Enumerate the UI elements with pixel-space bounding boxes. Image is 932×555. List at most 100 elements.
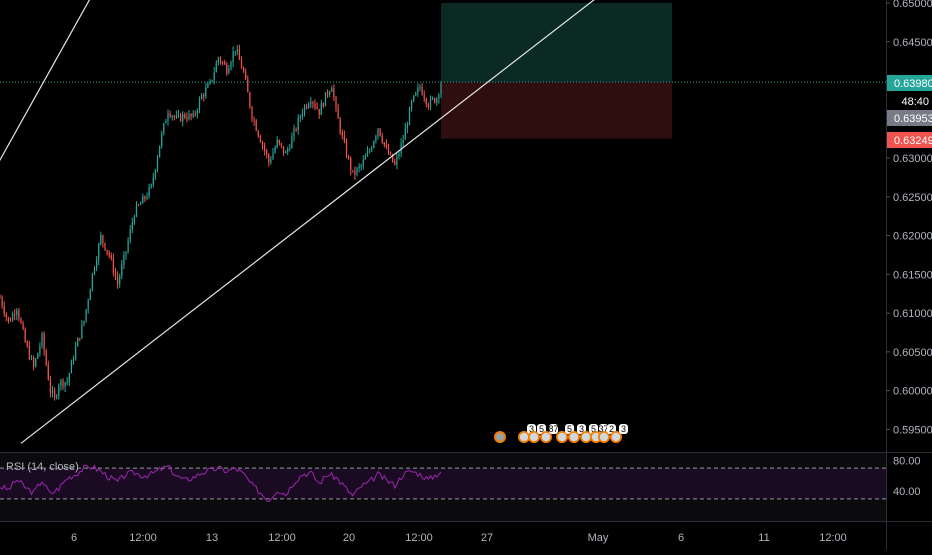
candle-body [135, 204, 138, 217]
candle-body [240, 59, 243, 69]
candle-body [22, 323, 24, 330]
candle-body [360, 165, 362, 167]
long-position-tool[interactable] [0, 3, 886, 139]
candle-body [133, 216, 136, 223]
candle-body [247, 79, 249, 93]
candle-body [320, 103, 322, 115]
candle-body [266, 150, 268, 155]
candle-body [345, 142, 348, 157]
rsi-line [0, 464, 442, 503]
candle-body [249, 92, 251, 108]
candle-body [295, 128, 297, 130]
candle-body [287, 148, 289, 153]
channel-upper-line[interactable] [0, 0, 105, 220]
candle-body [305, 106, 308, 108]
price-tick-label: 0.64500 [893, 37, 932, 49]
take-profit-zone[interactable] [441, 3, 672, 83]
candle-body [148, 187, 150, 197]
candle-body [140, 203, 142, 205]
candle-body [123, 254, 125, 265]
candle-body [236, 49, 238, 52]
candle-body [45, 351, 47, 365]
candle-body [398, 153, 400, 157]
candle-body [89, 289, 91, 301]
time-tick-label: 6 [678, 532, 684, 544]
candle-body [421, 86, 423, 95]
candle-body [224, 62, 226, 65]
stop-loss-zone[interactable] [441, 82, 672, 139]
candle-body [14, 314, 16, 316]
price-label-text: 0.63953 [894, 113, 932, 125]
candle-body [108, 252, 110, 256]
candle-body [371, 147, 373, 151]
price-label-tag [887, 110, 932, 126]
price-labels: 0.63980 48:40 0.63953 0.63249 [887, 75, 932, 148]
candle-body [60, 380, 62, 386]
trend-channel[interactable] [0, 0, 630, 444]
candle-body [175, 115, 178, 118]
event-count-badge [619, 424, 628, 434]
candle-body [16, 310, 18, 315]
candle-body [413, 95, 415, 102]
time-tick-label: 12:00 [819, 532, 847, 544]
candle-body [112, 258, 115, 273]
price-tick-label: 0.61000 [893, 308, 932, 320]
rsi-indicator-title[interactable]: RSI (14, close) [6, 461, 79, 473]
candle-body [284, 152, 287, 154]
candle-body [70, 360, 73, 374]
candle-body [379, 128, 381, 136]
candle-body [192, 113, 194, 117]
rsi-pane [0, 464, 886, 503]
economic-event-flag-icon [569, 432, 579, 442]
candle-body [423, 94, 425, 99]
candle-body [366, 151, 369, 157]
candle-body [245, 71, 247, 80]
candle-body [415, 92, 417, 96]
candle-body [289, 148, 291, 150]
candle-body [179, 114, 182, 122]
candle-body [440, 83, 442, 95]
candle-body [85, 309, 87, 321]
candle-body [387, 147, 390, 155]
candle-body [49, 379, 52, 393]
candle-body [79, 338, 81, 340]
candle-body [203, 95, 205, 97]
candle-body [335, 97, 337, 108]
candle-body [278, 139, 280, 144]
candle-body [291, 136, 293, 149]
candle-body [217, 57, 220, 63]
economic-event-flag-icon [519, 432, 529, 442]
price-label-text: 0.63249 [894, 135, 932, 147]
candle-body [347, 156, 350, 158]
candle-body [261, 142, 264, 146]
candle-body [18, 310, 20, 319]
candle-body [211, 79, 213, 81]
candle-body [436, 98, 438, 103]
candle-body [438, 94, 440, 99]
candle-body [316, 106, 318, 110]
candle-body [156, 157, 159, 170]
candle-body [165, 121, 167, 124]
candle-body [280, 143, 283, 146]
candle-body [144, 196, 146, 199]
channel-lower-line[interactable] [20, 0, 630, 444]
candle-body [87, 300, 89, 310]
rsi-tick-label: 40.00 [893, 486, 921, 498]
candle-body [196, 110, 199, 114]
event-count-label: 5 [567, 424, 572, 434]
candle-body [167, 113, 169, 122]
candle-body [43, 333, 45, 352]
candle-body [7, 317, 10, 321]
time-axis[interactable]: 6 12:00 13 12:00 20 12:00 27 May 6 11 12:00 [71, 532, 847, 544]
candle-body [102, 235, 104, 243]
candle-body [104, 242, 106, 250]
event-markers[interactable]: 3 5 87 5 3 5 37 2 3 [494, 424, 628, 443]
candle-body [373, 141, 375, 148]
candle-body [308, 104, 310, 108]
candle-body [232, 51, 234, 63]
economic-event-flag-icon [591, 432, 601, 442]
candle-body [329, 91, 331, 95]
candle-body [343, 135, 346, 143]
